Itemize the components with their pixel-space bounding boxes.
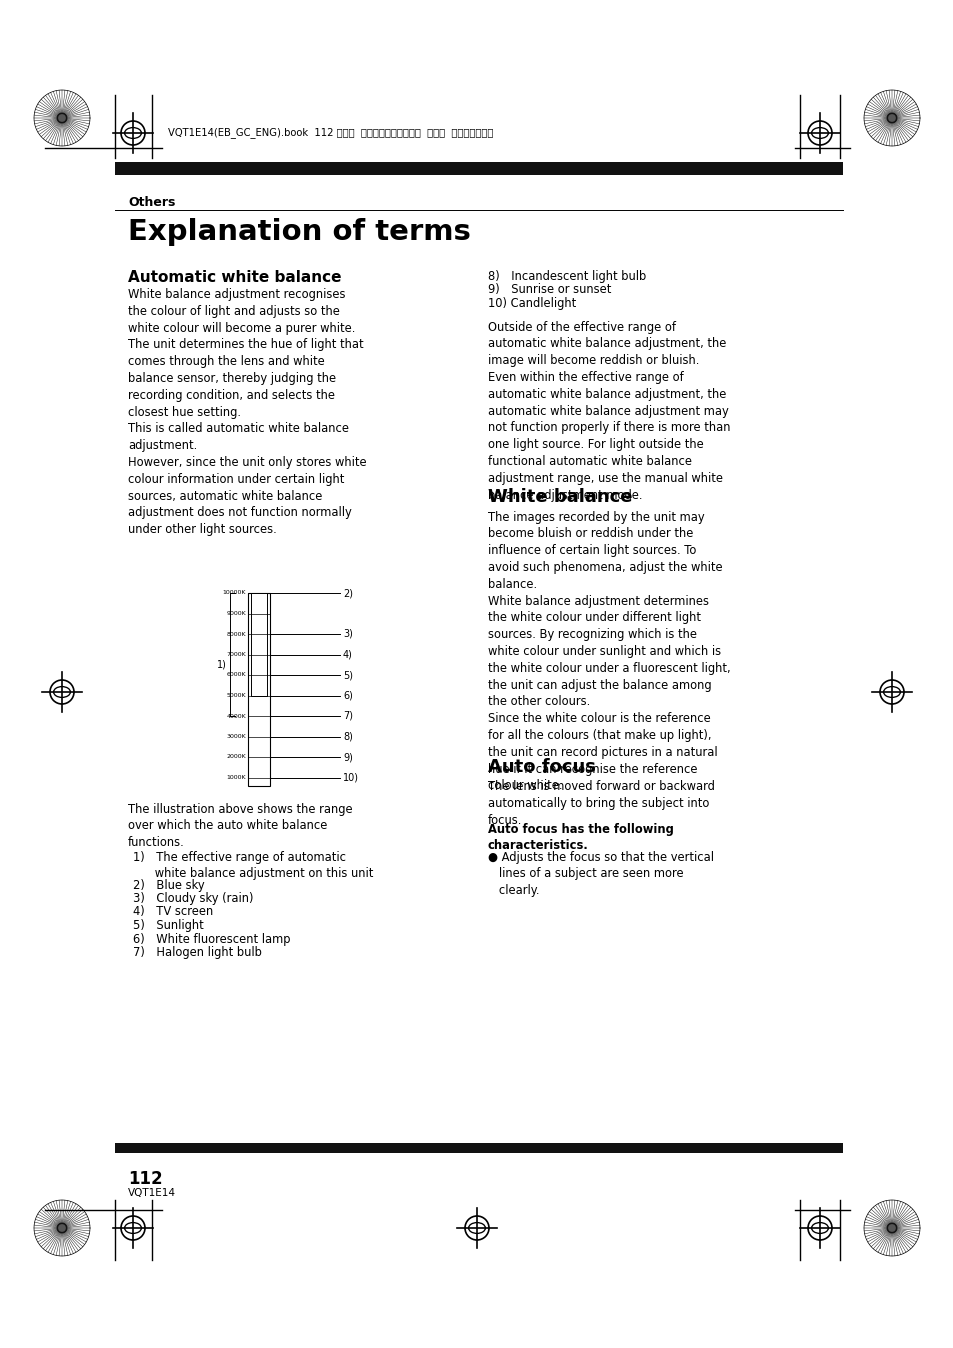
Text: 6): 6) (343, 690, 353, 701)
Text: 7000K: 7000K (226, 652, 246, 656)
Text: Outside of the effective range of
automatic white balance adjustment, the
image : Outside of the effective range of automa… (488, 321, 730, 501)
Circle shape (886, 1223, 896, 1233)
Text: 8): 8) (343, 732, 353, 741)
Text: ● Adjusts the focus so that the vertical
   lines of a subject are seen more
   : ● Adjusts the focus so that the vertical… (488, 851, 713, 898)
Text: 2): 2) (343, 588, 353, 599)
Text: White balance: White balance (488, 488, 632, 507)
Text: The lens is moved forward or backward
automatically to bring the subject into
fo: The lens is moved forward or backward au… (488, 780, 714, 828)
Bar (248, 593, 270, 786)
Text: 2000K: 2000K (226, 755, 246, 759)
Text: The illustration above shows the range
over which the auto white balance
functio: The illustration above shows the range o… (128, 802, 353, 849)
Circle shape (57, 113, 67, 123)
Text: Others: Others (128, 195, 175, 209)
Text: 3) Cloudy sky (rain): 3) Cloudy sky (rain) (132, 892, 253, 905)
Text: 112: 112 (128, 1170, 162, 1188)
Circle shape (886, 113, 896, 123)
Text: 3000K: 3000K (226, 735, 246, 739)
Text: 6) White fluorescent lamp: 6) White fluorescent lamp (132, 933, 291, 945)
Text: 4): 4) (343, 650, 353, 659)
Bar (115, 162, 842, 175)
Text: 10000K: 10000K (222, 590, 246, 596)
Text: Explanation of terms: Explanation of terms (128, 218, 471, 245)
Text: 10): 10) (343, 772, 358, 782)
Circle shape (57, 1223, 67, 1233)
Text: 9) Sunrise or sunset: 9) Sunrise or sunset (488, 283, 611, 297)
Text: 9): 9) (343, 752, 353, 762)
Text: White balance adjustment recognises
the colour of light and adjusts so the
white: White balance adjustment recognises the … (128, 288, 366, 537)
Text: 6000K: 6000K (226, 673, 246, 678)
Text: 9000K: 9000K (226, 611, 246, 616)
Text: 4000K: 4000K (226, 713, 246, 718)
Text: Auto focus has the following
characteristics.: Auto focus has the following characteris… (488, 822, 673, 852)
Text: Auto focus: Auto focus (488, 759, 596, 776)
Text: 5) Sunlight: 5) Sunlight (132, 919, 204, 931)
Text: 3): 3) (343, 630, 353, 639)
Bar (115, 1143, 842, 1153)
Text: 8000K: 8000K (226, 631, 246, 636)
Text: 1000K: 1000K (226, 775, 246, 780)
Text: VQT1E14: VQT1E14 (128, 1188, 175, 1198)
Text: 8) Incandescent light bulb: 8) Incandescent light bulb (488, 270, 645, 283)
Text: 1): 1) (217, 659, 227, 670)
Text: 1) The effective range of automatic
      white balance adjustment on this unit: 1) The effective range of automatic whit… (132, 851, 373, 880)
Bar (251, 593, 267, 696)
Text: VQT1E14(EB_GC_ENG).book  112 ページ  ２００７年２月２８日  水曜日  午後２時２３分: VQT1E14(EB_GC_ENG).book 112 ページ ２００７年２月２… (168, 128, 493, 139)
Text: 7) Halogen light bulb: 7) Halogen light bulb (132, 946, 262, 958)
Text: 2) Blue sky: 2) Blue sky (132, 879, 204, 891)
Text: The images recorded by the unit may
become bluish or reddish under the
influence: The images recorded by the unit may beco… (488, 511, 730, 793)
Text: 7): 7) (343, 710, 353, 721)
Text: 5): 5) (343, 670, 353, 679)
Text: Automatic white balance: Automatic white balance (128, 270, 341, 284)
Text: 4) TV screen: 4) TV screen (132, 906, 213, 918)
Text: 10) Candlelight: 10) Candlelight (488, 297, 576, 310)
Text: 5000K: 5000K (226, 693, 246, 698)
